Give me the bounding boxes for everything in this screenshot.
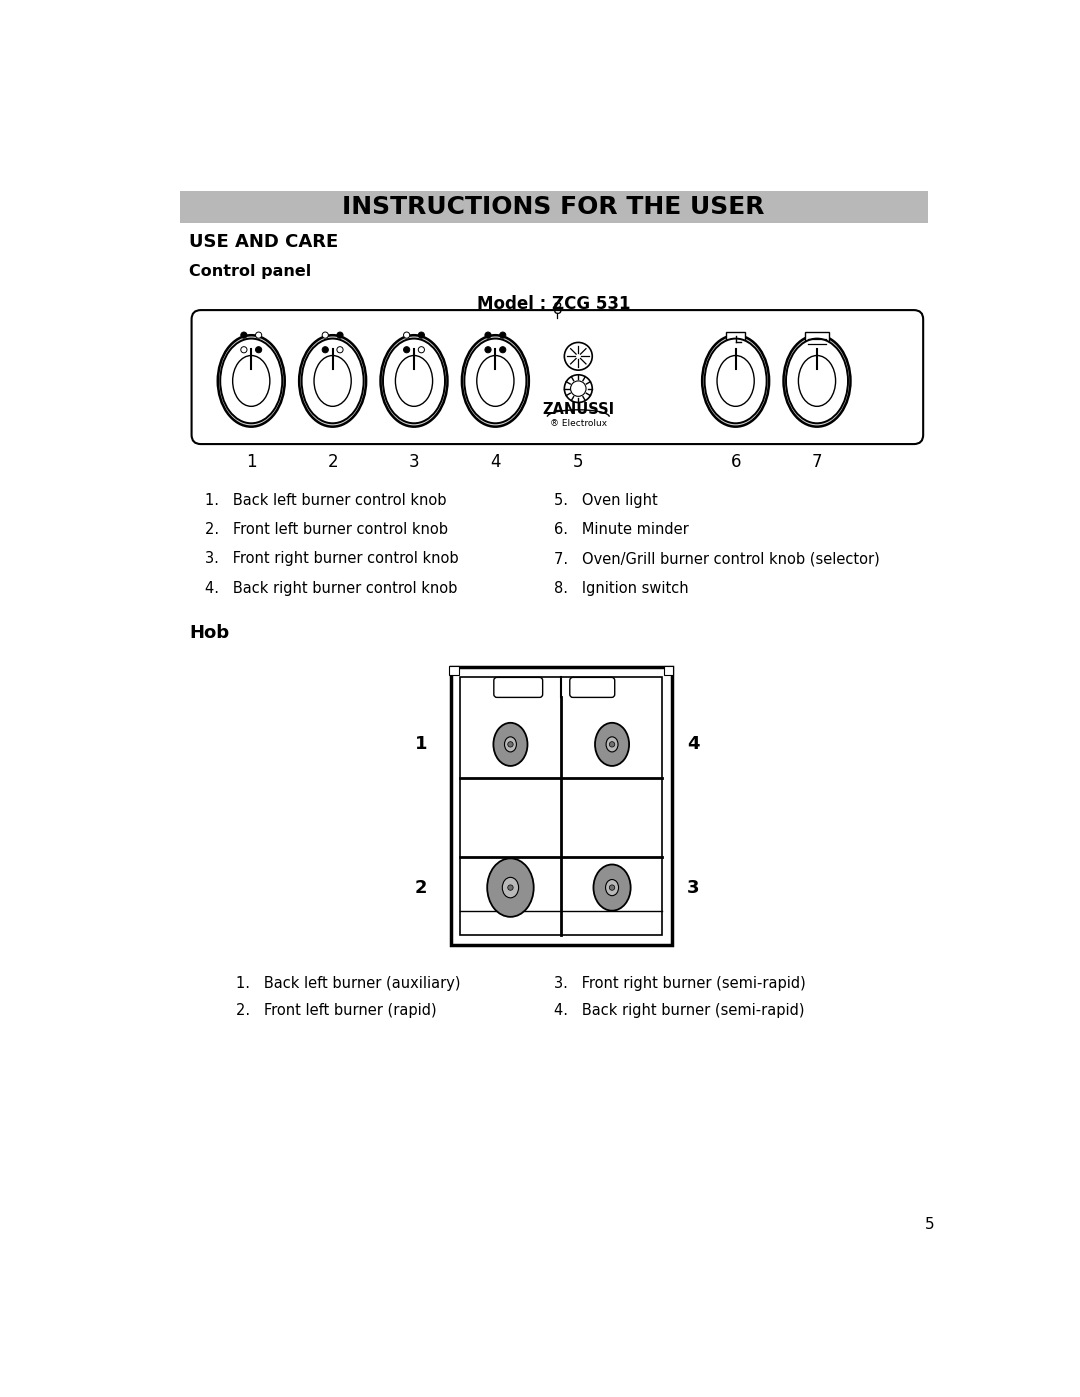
Text: 7.   Oven/Grill burner control knob (selector): 7. Oven/Grill burner control knob (selec…	[554, 552, 879, 566]
Ellipse shape	[606, 880, 619, 895]
Text: 1.   Back left burner control knob: 1. Back left burner control knob	[205, 493, 446, 507]
Text: 2: 2	[415, 879, 428, 897]
Text: 8: 8	[553, 302, 563, 317]
Circle shape	[565, 374, 592, 402]
Circle shape	[570, 381, 586, 397]
Circle shape	[337, 332, 343, 338]
Ellipse shape	[395, 355, 433, 407]
Circle shape	[404, 346, 409, 353]
FancyBboxPatch shape	[570, 678, 615, 697]
Circle shape	[404, 332, 409, 338]
Ellipse shape	[595, 722, 630, 766]
Text: ® Electrolux: ® Electrolux	[550, 419, 607, 427]
Text: 5: 5	[924, 1217, 934, 1232]
Text: 1.   Back left burner (auxiliary): 1. Back left burner (auxiliary)	[235, 975, 460, 990]
FancyBboxPatch shape	[805, 332, 829, 352]
Text: 3: 3	[408, 453, 419, 471]
Circle shape	[508, 884, 513, 890]
Circle shape	[500, 346, 505, 353]
Text: 6: 6	[730, 453, 741, 471]
Ellipse shape	[502, 877, 518, 898]
Text: 3.   Front right burner (semi-rapid): 3. Front right burner (semi-rapid)	[554, 975, 806, 990]
Text: 5.   Oven light: 5. Oven light	[554, 493, 658, 507]
Ellipse shape	[606, 736, 618, 752]
Text: 4.   Back right burner control knob: 4. Back right burner control knob	[205, 581, 457, 595]
Circle shape	[337, 346, 343, 353]
Ellipse shape	[504, 736, 516, 752]
Ellipse shape	[301, 338, 364, 423]
Ellipse shape	[783, 335, 850, 426]
Ellipse shape	[232, 355, 270, 407]
Circle shape	[485, 332, 491, 338]
Ellipse shape	[786, 338, 848, 423]
FancyBboxPatch shape	[180, 191, 928, 224]
Text: Hob: Hob	[189, 623, 229, 641]
Text: Model : ZCG 531: Model : ZCG 531	[476, 295, 631, 313]
Ellipse shape	[218, 335, 285, 426]
Bar	[449, 666, 459, 675]
Text: 4.   Back right burner (semi-rapid): 4. Back right burner (semi-rapid)	[554, 1003, 804, 1017]
Circle shape	[565, 342, 592, 370]
Circle shape	[609, 884, 615, 890]
Ellipse shape	[383, 338, 445, 423]
Ellipse shape	[299, 335, 366, 426]
FancyBboxPatch shape	[494, 678, 542, 697]
Text: 6.   Minute minder: 6. Minute minder	[554, 522, 688, 536]
Text: 3.   Front right burner control knob: 3. Front right burner control knob	[205, 552, 458, 566]
Text: 1: 1	[246, 453, 257, 471]
Ellipse shape	[702, 335, 769, 426]
Ellipse shape	[476, 355, 514, 407]
Text: 3: 3	[687, 879, 700, 897]
Ellipse shape	[717, 355, 754, 407]
Text: 2.   Front left burner (rapid): 2. Front left burner (rapid)	[235, 1003, 436, 1017]
Text: 1: 1	[415, 735, 428, 753]
Text: 4: 4	[687, 735, 700, 753]
Circle shape	[508, 742, 513, 747]
Text: 7: 7	[812, 453, 822, 471]
Text: 5: 5	[573, 453, 583, 471]
Text: 4: 4	[490, 453, 501, 471]
Text: Control panel: Control panel	[189, 264, 311, 279]
Circle shape	[609, 742, 615, 747]
FancyBboxPatch shape	[450, 668, 672, 944]
Text: 2: 2	[327, 453, 338, 471]
Circle shape	[256, 346, 261, 353]
Circle shape	[256, 332, 261, 338]
Circle shape	[322, 332, 328, 338]
Text: 2.   Front left burner control knob: 2. Front left burner control knob	[205, 522, 448, 536]
Circle shape	[500, 332, 505, 338]
FancyBboxPatch shape	[191, 310, 923, 444]
Circle shape	[418, 346, 424, 353]
Text: 8.   Ignition switch: 8. Ignition switch	[554, 581, 688, 595]
Ellipse shape	[798, 355, 836, 407]
Circle shape	[418, 332, 424, 338]
Ellipse shape	[462, 335, 529, 426]
Text: INSTRUCTIONS FOR THE USER: INSTRUCTIONS FOR THE USER	[342, 196, 765, 219]
Ellipse shape	[220, 338, 282, 423]
FancyBboxPatch shape	[460, 676, 662, 936]
Circle shape	[241, 332, 247, 338]
Circle shape	[322, 346, 328, 353]
Ellipse shape	[314, 355, 351, 407]
Ellipse shape	[487, 858, 534, 916]
Text: ZANUSSI: ZANUSSI	[542, 402, 615, 416]
Bar	[664, 666, 673, 675]
Ellipse shape	[593, 865, 631, 911]
FancyBboxPatch shape	[727, 331, 745, 353]
Ellipse shape	[704, 338, 767, 423]
Ellipse shape	[464, 338, 526, 423]
Circle shape	[485, 346, 491, 353]
Text: USE AND CARE: USE AND CARE	[189, 233, 338, 251]
Ellipse shape	[380, 335, 447, 426]
Ellipse shape	[494, 722, 527, 766]
Circle shape	[241, 346, 247, 353]
